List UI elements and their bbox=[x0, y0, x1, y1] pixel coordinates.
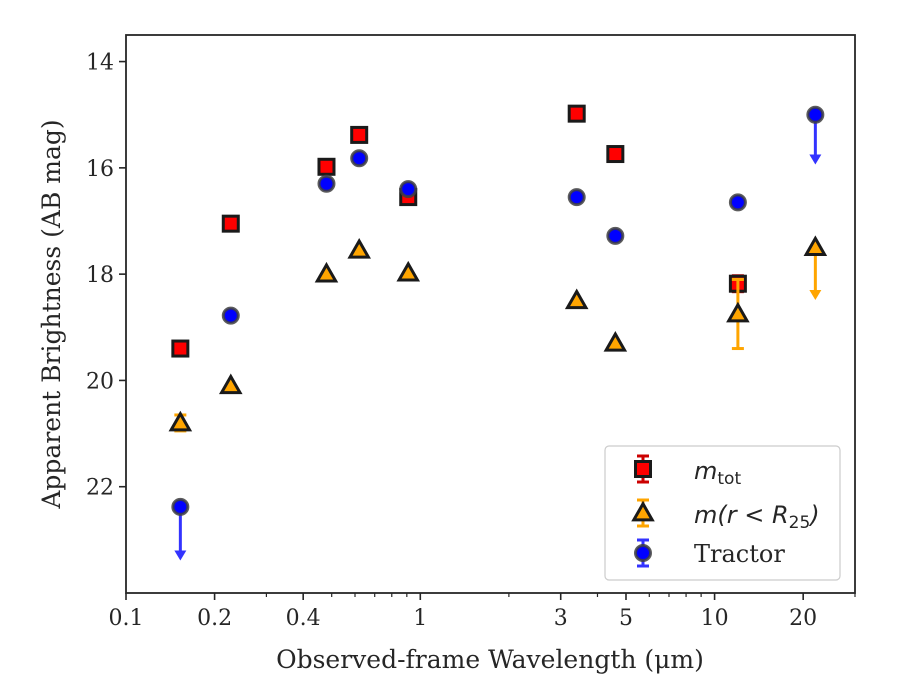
data-point-circle bbox=[171, 497, 190, 516]
plot-frame bbox=[125, 34, 856, 594]
x-tick-label: 0.2 bbox=[197, 606, 232, 631]
legend-markers bbox=[631, 454, 655, 568]
data-point-triangle bbox=[803, 235, 828, 256]
y-tick-label: 14 bbox=[86, 51, 114, 76]
upper-limit-arrowhead bbox=[809, 154, 822, 165]
legend-marker-circle bbox=[634, 544, 652, 562]
x-tick-label: 3 bbox=[554, 606, 568, 631]
legend: mtot m(r < R25) Tractor bbox=[604, 445, 841, 581]
y-axis-title: Apparent Brightness (AB mag) bbox=[37, 119, 66, 509]
y-tick-label: 22 bbox=[86, 476, 114, 501]
data-point-square bbox=[567, 104, 586, 123]
data-point-triangle bbox=[314, 261, 339, 283]
legend-box bbox=[604, 445, 841, 581]
data-point-circle bbox=[567, 188, 586, 207]
data-point-circle bbox=[221, 306, 240, 325]
data-point-triangle bbox=[564, 288, 589, 310]
series-circle bbox=[171, 105, 825, 561]
upper-limit-arrowhead bbox=[174, 550, 187, 561]
data-point-circle bbox=[399, 180, 418, 199]
y-tick-label: 18 bbox=[86, 263, 114, 288]
legend-label-tractor: Tractor bbox=[694, 540, 785, 568]
data-point-triangle bbox=[347, 238, 371, 259]
data-point-square bbox=[317, 157, 336, 176]
data-point-circle bbox=[806, 105, 825, 124]
upper-limit-arrowhead bbox=[809, 290, 822, 301]
x-tick-label: 0.4 bbox=[286, 606, 321, 631]
x-tick-label: 10 bbox=[701, 606, 729, 631]
x-tick-label: 0.1 bbox=[109, 606, 144, 631]
series-square bbox=[171, 104, 747, 358]
legend-marker-square bbox=[634, 460, 652, 478]
x-tick-label: 1 bbox=[413, 606, 427, 631]
data-point-circle bbox=[606, 226, 625, 245]
data-point-circle bbox=[350, 149, 369, 168]
chart-axes: 0.1 0.2 0.4 1 3 5 10 20 14 16 18 20 22 bbox=[86, 51, 856, 631]
y-tick-label: 16 bbox=[86, 157, 114, 182]
data-point-triangle bbox=[603, 331, 628, 352]
x-axis-title: Observed-frame Wavelength (μm) bbox=[276, 645, 704, 674]
data-point-square bbox=[171, 339, 190, 358]
x-tick-label: 20 bbox=[789, 606, 817, 631]
data-point-square bbox=[606, 145, 625, 164]
y-tick-label: 20 bbox=[86, 369, 114, 394]
data-point-circle bbox=[317, 174, 336, 193]
x-tick-label: 5 bbox=[619, 606, 633, 631]
data-point-triangle bbox=[726, 301, 750, 323]
data-point-triangle bbox=[168, 410, 193, 432]
data-point-square bbox=[350, 125, 369, 144]
data-point-circle bbox=[728, 193, 747, 212]
chart-marks bbox=[168, 104, 828, 561]
legend-marker-triangle bbox=[631, 500, 655, 522]
data-point-square bbox=[221, 214, 240, 233]
series-triangle bbox=[168, 235, 828, 433]
data-point-triangle bbox=[218, 373, 243, 395]
data-point-triangle bbox=[396, 260, 421, 282]
